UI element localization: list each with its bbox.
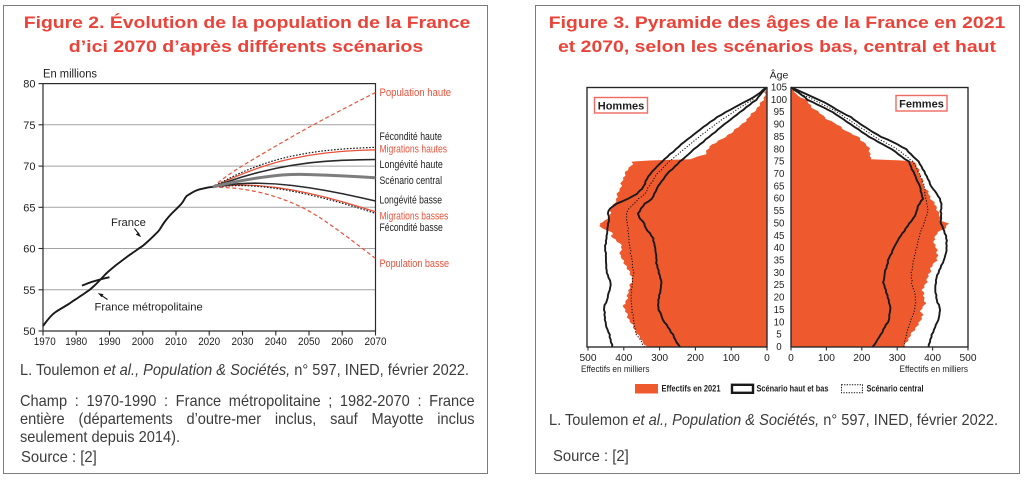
svg-text:Scénario haut et bas: Scénario haut et bas	[757, 384, 829, 394]
svg-text:95: 95	[774, 107, 785, 118]
svg-text:2020: 2020	[198, 336, 220, 348]
svg-text:2050: 2050	[298, 336, 320, 348]
svg-text:Fécondité basse: Fécondité basse	[380, 222, 443, 234]
svg-text:75: 75	[774, 157, 785, 168]
svg-text:2040: 2040	[265, 336, 287, 348]
svg-text:55: 55	[23, 285, 35, 297]
svg-text:100: 100	[771, 95, 788, 106]
svg-text:Migrations basses: Migrations basses	[380, 210, 449, 222]
svg-text:100: 100	[818, 353, 835, 364]
svg-text:Population haute: Population haute	[380, 87, 452, 99]
svg-text:35: 35	[774, 256, 785, 267]
svg-text:Hommes: Hommes	[598, 100, 644, 112]
svg-text:Longévité basse: Longévité basse	[380, 195, 443, 207]
svg-text:Effectifs en milliers: Effectifs en milliers	[581, 364, 650, 374]
svg-text:2070: 2070	[365, 336, 387, 348]
svg-text:2000: 2000	[132, 336, 154, 348]
svg-text:Scénario central: Scénario central	[867, 384, 924, 394]
svg-text:40: 40	[774, 243, 785, 254]
svg-text:70: 70	[774, 169, 785, 180]
svg-text:65: 65	[23, 202, 35, 214]
svg-text:Longévité haute: Longévité haute	[380, 159, 443, 171]
svg-text:2010: 2010	[165, 336, 187, 348]
svg-text:France métropolitaine: France métropolitaine	[95, 301, 203, 313]
svg-text:500: 500	[580, 353, 597, 364]
svg-text:65: 65	[774, 181, 785, 192]
svg-text:1980: 1980	[65, 336, 87, 348]
svg-text:60: 60	[774, 194, 785, 205]
svg-text:400: 400	[615, 353, 632, 364]
svg-text:2060: 2060	[331, 336, 353, 348]
svg-text:300: 300	[651, 353, 668, 364]
svg-text:0: 0	[788, 353, 794, 364]
svg-text:Fécondité haute: Fécondité haute	[380, 131, 443, 143]
svg-text:Scénario central: Scénario central	[380, 175, 443, 187]
svg-text:70: 70	[23, 161, 35, 173]
svg-text:10: 10	[774, 317, 785, 328]
svg-text:45: 45	[774, 231, 785, 242]
svg-text:100: 100	[723, 353, 740, 364]
svg-text:2030: 2030	[232, 336, 254, 348]
svg-text:60: 60	[23, 244, 35, 256]
svg-text:5: 5	[776, 330, 781, 341]
svg-text:France: France	[111, 217, 146, 229]
svg-text:1990: 1990	[99, 336, 121, 348]
svg-text:90: 90	[774, 120, 785, 131]
svg-text:80: 80	[774, 144, 785, 155]
svg-text:105: 105	[771, 83, 787, 94]
svg-text:85: 85	[774, 132, 785, 143]
svg-text:300: 300	[889, 353, 906, 364]
svg-text:55: 55	[774, 206, 785, 217]
svg-text:75: 75	[23, 120, 35, 132]
svg-text:50: 50	[774, 218, 785, 229]
svg-text:1970: 1970	[34, 336, 56, 348]
svg-text:25: 25	[774, 280, 785, 291]
svg-text:50: 50	[23, 326, 35, 338]
svg-text:Âge: Âge	[770, 69, 789, 82]
svg-text:En millions: En millions	[43, 69, 97, 81]
svg-text:200: 200	[853, 353, 870, 364]
svg-text:Migrations hautes: Migrations hautes	[380, 144, 448, 156]
svg-text:Effectifs en milliers: Effectifs en milliers	[900, 364, 969, 374]
svg-text:15: 15	[774, 305, 785, 316]
svg-text:20: 20	[774, 293, 785, 304]
svg-text:200: 200	[687, 353, 704, 364]
svg-text:400: 400	[924, 353, 941, 364]
svg-text:Population basse: Population basse	[380, 258, 450, 270]
svg-text:0: 0	[776, 342, 782, 353]
svg-text:500: 500	[960, 353, 977, 364]
svg-text:80: 80	[23, 79, 35, 91]
svg-text:Femmes: Femmes	[899, 98, 944, 110]
svg-text:Effectifs en 2021: Effectifs en 2021	[662, 384, 721, 394]
svg-text:0: 0	[764, 353, 770, 364]
svg-text:30: 30	[774, 268, 785, 279]
